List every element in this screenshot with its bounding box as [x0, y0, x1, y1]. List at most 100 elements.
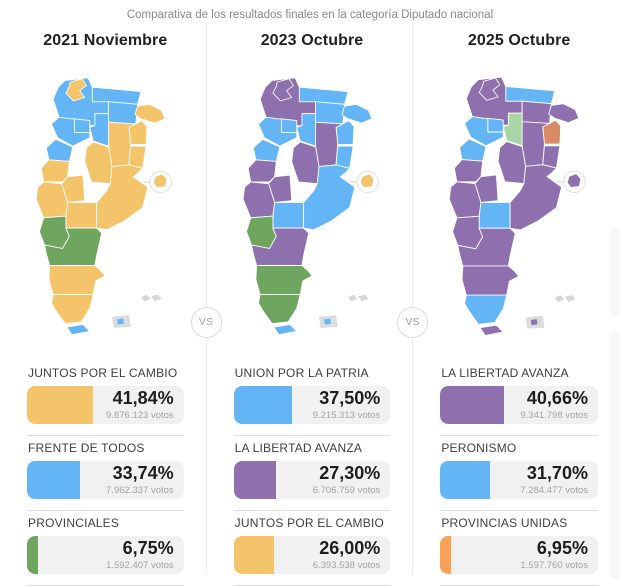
province-tierra_fuego[interactable] — [272, 324, 297, 336]
province-cordoba[interactable] — [290, 141, 320, 185]
column-2025: 2025 Octubre LA LIBERTAD AVANZA 40,66% 9… — [413, 23, 620, 586]
carousel-next-card-edge — [609, 228, 620, 317]
province-san_luis[interactable] — [267, 174, 292, 203]
province-la_pampa[interactable] — [479, 201, 511, 229]
province-santa_cruz[interactable] — [464, 294, 508, 325]
province-chubut[interactable] — [461, 265, 520, 296]
province-santa_cruz[interactable] — [50, 294, 94, 325]
province-tucuman[interactable] — [74, 118, 91, 133]
province-tierra_fuego[interactable] — [479, 324, 504, 336]
result-row: UNION POR LA PATRIA 37,50% 9.215.313 vot… — [233, 366, 391, 436]
votes-count: 7.284.477 votos — [520, 484, 588, 496]
province-buenos_aires[interactable] — [96, 164, 149, 231]
malvinas-islands-icon — [151, 294, 162, 302]
party-name: LA LIBERTAD AVANZA — [234, 441, 363, 455]
comparison-columns: 2021 Noviembre VS JUNTOS POR EL CAMBIO 4… — [0, 23, 620, 586]
province-buenos_aires[interactable] — [302, 164, 355, 231]
province-formosa[interactable] — [505, 86, 556, 105]
result-row: PERONISMO 31,70% 7.284.477 votos — [440, 441, 598, 511]
column-2023: 2023 Octubre VS UNION POR LA PATRIA 37,5… — [207, 23, 429, 586]
vs-badge: VS — [397, 307, 429, 338]
province-misiones[interactable] — [134, 103, 166, 124]
province-formosa[interactable] — [298, 86, 349, 105]
province-san_juan[interactable] — [40, 159, 70, 183]
province-jujuy[interactable] — [272, 78, 294, 102]
province-caba[interactable] — [567, 174, 581, 187]
result-bar: 37,50% 9.215.313 votos — [233, 386, 391, 424]
percent-value: 6,75% — [122, 537, 174, 558]
province-san_juan[interactable] — [454, 159, 484, 183]
column-title: 2021 Noviembre — [43, 32, 168, 49]
party-name: LA LIBERTAD AVANZA — [441, 366, 569, 380]
result-row: JUNTOS POR EL CAMBIO 41,84% 9.876.123 vo… — [27, 366, 184, 436]
province-catamarca[interactable] — [464, 116, 504, 147]
province-formosa[interactable] — [91, 86, 142, 105]
province-la_pampa[interactable] — [272, 202, 304, 229]
result-row: FRENTE DE TODOS 33,74% 7.962.337 votos — [27, 441, 184, 511]
province-catamarca[interactable] — [257, 116, 297, 147]
result-bar: 31,70% 7.284.477 votos — [440, 461, 598, 499]
results-2023: UNION POR LA PATRIA 37,50% 9.215.313 vot… — [233, 366, 391, 586]
province-entre_rios[interactable] — [335, 145, 354, 169]
south-islands-marker — [117, 318, 124, 325]
province-chaco[interactable] — [314, 101, 345, 125]
province-mendoza[interactable] — [242, 181, 275, 219]
result-bar-fill — [233, 461, 277, 499]
percent-value: 6,95% — [536, 537, 588, 558]
argentina-map-2025 — [426, 52, 598, 354]
province-san_juan[interactable] — [247, 159, 277, 183]
result-bar-fill — [440, 536, 452, 574]
province-san_luis[interactable] — [61, 174, 86, 203]
province-caba[interactable] — [360, 174, 374, 188]
result-bar-fill — [440, 386, 505, 424]
province-mendoza[interactable] — [35, 181, 69, 219]
province-entre_rios[interactable] — [128, 145, 147, 169]
province-buenos_aires[interactable] — [509, 164, 563, 231]
result-bar-fill — [233, 536, 275, 574]
province-misiones[interactable] — [341, 103, 372, 124]
page-title: Comparativa de los resultados finales en… — [126, 9, 494, 21]
result-row: PROVINCIALES 6,75% 1.592.407 votos — [27, 516, 184, 586]
result-row: LA LIBERTAD AVANZA 27,30% 6.706.759 voto… — [233, 441, 391, 511]
province-rio_negro[interactable] — [44, 227, 103, 267]
province-cordoba[interactable] — [84, 141, 113, 185]
percent-value: 31,70% — [526, 462, 588, 483]
province-tierra_fuego[interactable] — [66, 324, 91, 336]
province-chaco[interactable] — [522, 100, 553, 124]
province-chubut[interactable] — [255, 265, 313, 296]
province-catamarca[interactable] — [50, 116, 91, 147]
province-rio_negro[interactable] — [250, 227, 309, 267]
malvinas-islands-icon — [347, 294, 358, 302]
province-misiones[interactable] — [548, 103, 580, 124]
percent-value: 41,84% — [112, 387, 174, 408]
party-name: PERONISMO — [441, 441, 517, 455]
province-mendoza[interactable] — [449, 181, 482, 219]
party-name: PROVINCIAS UNIDAS — [441, 516, 568, 530]
argentina-map-2021 — [13, 52, 184, 354]
province-cordoba[interactable] — [497, 141, 527, 184]
result-bar: 26,00% 6.393.538 votos — [233, 536, 391, 574]
province-tucuman[interactable] — [487, 117, 504, 133]
province-santa_cruz[interactable] — [257, 294, 301, 325]
result-bar: 6,95% 1.597.760 votos — [440, 536, 598, 574]
province-chubut[interactable] — [48, 265, 106, 296]
result-bar-fill — [27, 536, 38, 574]
province-la_pampa[interactable] — [65, 202, 98, 229]
votes-count: 9.876.123 votos — [106, 409, 174, 421]
malvinas-islands-icon — [140, 294, 151, 302]
province-jujuy[interactable] — [479, 77, 501, 101]
province-entre_rios[interactable] — [542, 145, 561, 169]
province-jujuy[interactable] — [65, 78, 87, 102]
province-chaco[interactable] — [108, 101, 139, 125]
province-rio_negro[interactable] — [457, 227, 517, 267]
province-caba[interactable] — [153, 174, 167, 188]
result-row: PROVINCIAS UNIDAS 6,95% 1.597.760 votos — [440, 516, 598, 586]
argentina-map-2023 — [220, 52, 391, 354]
column-2021: 2021 Noviembre VS JUNTOS POR EL CAMBIO 4… — [0, 23, 222, 586]
result-bar: 27,30% 6.706.759 votos — [233, 461, 391, 499]
result-row: LA LIBERTAD AVANZA 40,66% 9.341.798 voto… — [440, 366, 598, 436]
percent-value: 37,50% — [319, 387, 381, 408]
province-tucuman[interactable] — [280, 118, 297, 133]
party-name: FRENTE DE TODOS — [28, 441, 145, 455]
province-san_luis[interactable] — [474, 174, 499, 203]
